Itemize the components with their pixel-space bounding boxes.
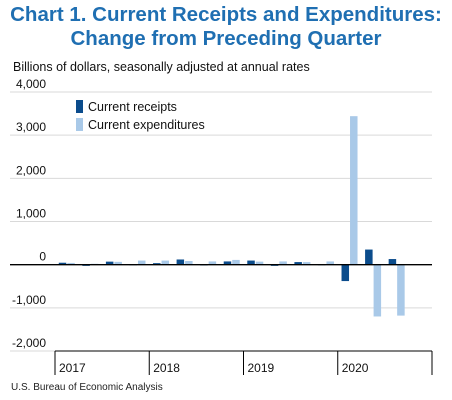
legend-swatch-0: [76, 100, 83, 113]
bar-receipts-2019Q1: [247, 260, 255, 265]
bar-receipts-2018Q1: [153, 263, 161, 265]
chart-subtitle: Billions of dollars, seasonally adjusted…: [13, 60, 310, 74]
y-tick-label-5: -1,000: [12, 293, 46, 307]
bar-expenditures-2018Q2: [185, 260, 193, 265]
bar-expenditures-2019Q1: [255, 261, 264, 265]
bar-expenditures-2018Q3: [208, 261, 217, 265]
bar-receipts-2018Q4: [223, 261, 232, 265]
y-tick-label-1: 3,000: [16, 120, 46, 134]
y-tick-label-2: 2,000: [16, 163, 46, 177]
bar-receipts-2017Q1: [58, 262, 67, 265]
bar-expenditures-2017Q4: [137, 260, 146, 265]
bar-expenditures-2017Q3: [114, 261, 122, 265]
bar-expenditures-2018Q1: [161, 260, 170, 265]
source-note: U.S. Bureau of Economic Analysis: [11, 382, 163, 393]
bar-receipts-2017Q3: [105, 261, 114, 265]
x-year-label-2020: 2020: [342, 361, 369, 375]
y-tick-label-6: -2,000: [12, 336, 46, 350]
x-year-label-2019: 2019: [248, 361, 275, 375]
y-tick-label-3: 1,000: [16, 207, 46, 221]
bar-expenditures-2019Q2: [279, 261, 287, 265]
chart-title-line2: Change from Preceding Quarter: [70, 27, 382, 50]
chart-title: Chart 1. Current Receipts and Expenditur…: [0, 3, 452, 51]
bar-expenditures-2018Q4: [232, 259, 240, 265]
x-year-label-2017: 2017: [59, 361, 86, 375]
bar-expenditures-2020Q1: [350, 116, 358, 265]
bar-expenditures-2019Q3: [302, 262, 311, 265]
legend-label-1: Current expenditures: [88, 118, 205, 132]
y-tick-label-0: 4,000: [16, 77, 46, 91]
x-year-label-2018: 2018: [153, 361, 180, 375]
y-tick-label-4: 0: [39, 250, 46, 264]
bar-expenditures-2017Q1: [67, 262, 75, 265]
bar-receipts-2020Q1: [341, 264, 350, 282]
legend-label-0: Current receipts: [88, 100, 177, 114]
legend-swatch-1: [76, 118, 83, 131]
bar-expenditures-2019Q4: [326, 261, 334, 265]
bar-expenditures-2020Q3: [397, 264, 405, 316]
bar-receipts-2019Q3: [294, 262, 302, 265]
bar-receipts-2020Q3: [388, 259, 397, 265]
bar-expenditures-2020Q2: [373, 264, 382, 317]
bar-receipts-2020Q2: [365, 249, 373, 265]
chart-title-line1: Chart 1. Current Receipts and Expenditur…: [10, 3, 442, 26]
bar-receipts-2018Q2: [176, 259, 185, 265]
